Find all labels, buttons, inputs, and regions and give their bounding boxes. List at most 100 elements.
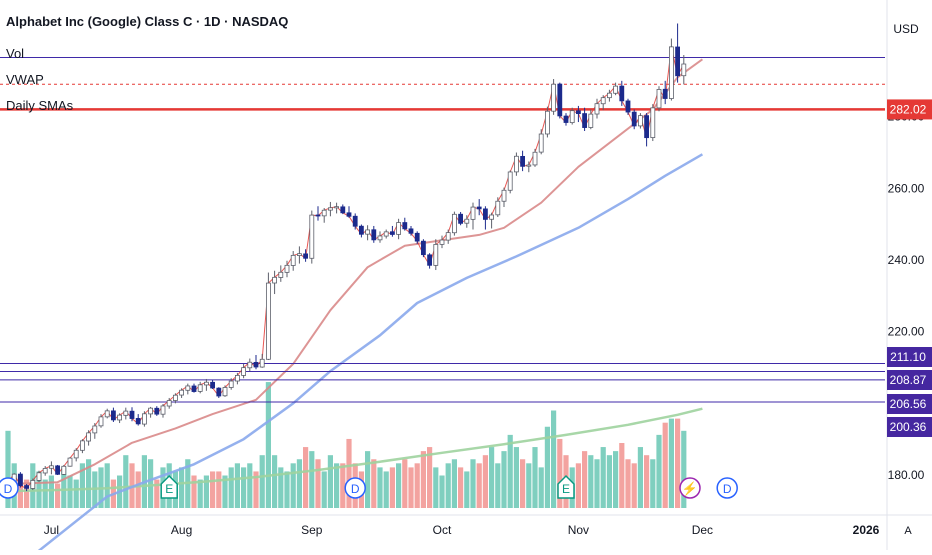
split-event-marker[interactable]: ⚡ — [679, 477, 701, 499]
currency-label: USD — [893, 22, 919, 36]
candle-body — [166, 400, 172, 407]
candle — [272, 270, 278, 295]
candle-body — [371, 229, 377, 241]
earnings-marker-shape — [557, 474, 575, 499]
volume-bar — [365, 451, 371, 508]
candle — [638, 113, 643, 129]
candle — [389, 225, 395, 237]
x-tick-label: Sep — [301, 523, 323, 537]
candle — [104, 408, 110, 419]
candle — [582, 107, 587, 131]
volume-bar — [495, 463, 501, 508]
volume-bar — [61, 467, 67, 508]
candle-body — [296, 253, 302, 256]
volume-bar — [681, 430, 687, 508]
candle-body — [600, 97, 606, 105]
candle — [222, 385, 228, 397]
candle-body — [377, 235, 383, 241]
candle — [148, 406, 154, 418]
volume-indicator-label[interactable]: Vol — [6, 46, 25, 61]
volume-bar — [557, 438, 563, 508]
candle — [520, 150, 525, 172]
y-tick-label: 180.00 — [888, 468, 925, 482]
volume-bar — [458, 467, 464, 508]
candle-body — [222, 387, 228, 397]
x-tick-label: Aug — [171, 523, 192, 537]
candle-body — [334, 206, 340, 209]
dividend-event-marker[interactable]: D — [0, 477, 19, 499]
candle-body — [148, 407, 154, 415]
candle — [55, 464, 60, 475]
sma-indicator-label[interactable]: Daily SMAs — [6, 98, 74, 113]
volume-bar — [234, 463, 240, 508]
dividend-event-marker[interactable]: D — [716, 477, 738, 499]
candle-body — [55, 465, 60, 475]
candlesticks — [5, 23, 687, 492]
candle — [123, 407, 129, 420]
candle — [569, 107, 575, 125]
volume-bar — [203, 475, 209, 508]
candle — [67, 457, 73, 467]
candle — [402, 217, 408, 231]
dividend-marker-label: D — [723, 482, 732, 496]
candle — [36, 470, 42, 483]
candle-body — [172, 394, 178, 401]
candle — [303, 249, 309, 262]
auto-scale-button[interactable]: A — [904, 525, 912, 537]
volume-bar — [482, 455, 488, 508]
candle — [265, 272, 271, 360]
candle — [482, 206, 488, 230]
dividend-event-marker[interactable]: D — [344, 477, 366, 499]
volume-bar — [259, 455, 265, 508]
candle — [334, 202, 340, 214]
candle — [241, 363, 247, 379]
candle — [662, 80, 668, 105]
candle — [160, 404, 166, 418]
volume-bar — [79, 463, 85, 508]
candle-body — [135, 418, 141, 425]
candle — [296, 246, 302, 264]
candle — [210, 380, 216, 389]
candle-body — [576, 110, 581, 115]
candle-body — [532, 151, 538, 166]
volume-bar — [191, 475, 197, 508]
volume-bar — [383, 471, 389, 508]
vwap-indicator-label[interactable]: VWAP — [6, 72, 44, 87]
candle-body — [272, 276, 278, 284]
candle-body — [228, 380, 234, 388]
volume-bar — [650, 459, 656, 508]
candle-body — [160, 405, 166, 415]
candle — [352, 213, 358, 230]
symbol-title[interactable]: Alphabet Inc (Google) Class C · 1D · NAS… — [6, 14, 289, 29]
candle-body — [278, 271, 284, 278]
candle-body — [111, 410, 116, 421]
volume-bar — [241, 467, 247, 508]
dividend-marker-label: D — [351, 482, 360, 496]
candle-body — [117, 414, 122, 421]
earnings-marker-label: E — [165, 482, 173, 496]
candle — [439, 235, 445, 249]
volume-bar — [501, 451, 507, 508]
volume-bar — [625, 459, 631, 508]
earnings-event-marker[interactable]: E — [557, 474, 575, 499]
candle — [203, 378, 209, 391]
candle — [631, 109, 637, 130]
volume-bar — [73, 479, 79, 508]
candle-body — [396, 222, 402, 235]
volume-bar — [619, 443, 625, 508]
level-tag-label: 208.87 — [890, 373, 927, 387]
candle-body — [482, 208, 488, 220]
candle — [489, 212, 495, 229]
level-tag — [887, 347, 932, 367]
candle — [327, 201, 333, 217]
volume-bar — [675, 418, 681, 508]
y-tick-label: 240.00 — [888, 253, 925, 267]
volume-bar — [309, 451, 315, 508]
candle — [545, 106, 550, 138]
candle-body — [17, 473, 23, 487]
earnings-event-marker[interactable]: E — [160, 474, 178, 499]
candle — [172, 393, 178, 404]
axes[interactable]: USD180.00200.00220.00240.00260.00280.002… — [44, 22, 932, 537]
volume-bar — [538, 467, 544, 508]
